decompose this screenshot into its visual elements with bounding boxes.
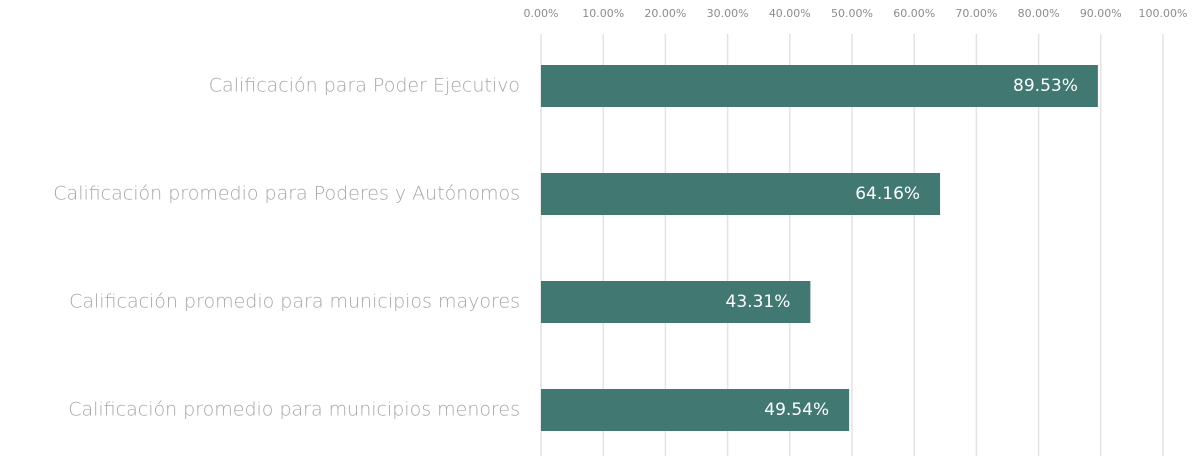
category-label: Calificación promedio para municipios me… [68,399,520,421]
x-tick-label: 100.00% [1139,7,1188,20]
category-label: Calificación promedio para Poderes y Aut… [53,183,520,205]
value-label: 89.53% [1013,76,1078,96]
x-tick-label: 10.00% [582,7,624,20]
bar [541,389,850,431]
x-tick-label: 40.00% [769,7,811,20]
value-label: 43.31% [726,292,791,312]
x-tick-label: 50.00% [831,7,873,20]
x-tick-label: 80.00% [1018,7,1060,20]
x-tick-label: 90.00% [1080,7,1122,20]
x-tick-label: 0.00% [524,7,559,20]
value-label: 64.16% [855,184,920,204]
bar [541,65,1098,107]
bar [541,173,941,215]
category-label: Calificación promedio para municipios ma… [69,291,520,313]
category-label: Calificación para Poder Ejecutivo [209,75,520,97]
bar [541,281,811,323]
value-label: 49.54% [764,400,829,420]
x-tick-label: 20.00% [644,7,686,20]
x-tick-label: 30.00% [707,7,749,20]
x-tick-label: 70.00% [955,7,997,20]
x-tick-label: 60.00% [893,7,935,20]
